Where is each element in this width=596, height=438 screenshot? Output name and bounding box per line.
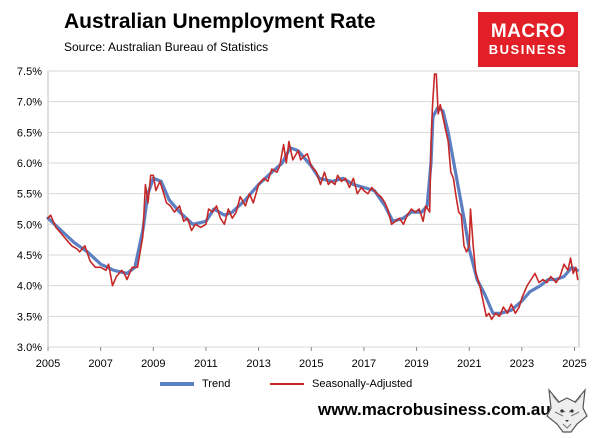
legend-sa-swatch <box>270 383 304 385</box>
legend-seasonally-adjusted: Seasonally-Adjusted <box>270 378 412 390</box>
y-tick-label: 6.0% <box>17 158 42 170</box>
y-tick-label: 4.0% <box>17 281 42 293</box>
x-tick-label: 2007 <box>88 358 112 370</box>
trend-series-line <box>46 106 579 315</box>
macrobusiness-logo: MACRO BUSINESS <box>478 12 578 67</box>
legend-trend-label: Trend <box>202 378 231 390</box>
wolf-head-icon <box>546 388 588 433</box>
x-tick-label: 2013 <box>246 358 270 370</box>
y-tick-label: 7.0% <box>17 97 42 109</box>
x-tick-label: 2019 <box>404 358 428 370</box>
seasonally-adjusted-series-line <box>47 73 579 321</box>
y-tick-label: 3.0% <box>17 342 42 354</box>
y-tick-label: 3.5% <box>17 311 42 323</box>
x-tick-label: 2021 <box>457 358 481 370</box>
chart-title: Australian Unemployment Rate <box>64 10 376 33</box>
legend-sa-label: Seasonally-Adjusted <box>312 378 413 390</box>
plot-area <box>47 70 580 348</box>
legend-trend-swatch <box>160 382 194 386</box>
x-tick-label: 2023 <box>510 358 534 370</box>
y-tick-label: 7.5% <box>17 66 42 78</box>
x-tick-label: 2005 <box>36 358 60 370</box>
x-tick-label: 2025 <box>562 358 586 370</box>
legend-trend: Trend <box>160 378 230 390</box>
x-tick-label: 2017 <box>352 358 376 370</box>
y-tick-label: 5.5% <box>17 189 42 201</box>
y-tick-label: 4.5% <box>17 250 42 262</box>
x-tick-label: 2009 <box>141 358 165 370</box>
y-tick-label: 6.5% <box>17 127 42 139</box>
logo-line-2: BUSINESS <box>488 41 568 57</box>
website-url: www.macrobusiness.com.au <box>318 400 551 419</box>
x-tick-label: 2015 <box>299 358 323 370</box>
chart-source: Source: Australian Bureau of Statistics <box>64 40 269 54</box>
y-tick-label: 5.0% <box>17 219 42 231</box>
logo-line-1: MACRO <box>490 20 566 42</box>
x-tick-label: 2011 <box>194 358 218 370</box>
